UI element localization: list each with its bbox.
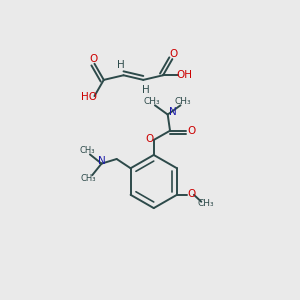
Text: O: O — [187, 126, 196, 136]
Text: O: O — [169, 49, 178, 59]
Text: CH₃: CH₃ — [197, 199, 214, 208]
Text: CH₃: CH₃ — [144, 97, 160, 106]
Text: CH₃: CH₃ — [175, 97, 192, 106]
Text: H: H — [117, 60, 125, 70]
Text: N: N — [169, 107, 177, 117]
Text: O: O — [146, 134, 154, 144]
Text: OH: OH — [177, 70, 193, 80]
Text: N: N — [98, 156, 106, 166]
Text: O: O — [89, 54, 98, 64]
Text: O: O — [188, 189, 196, 199]
Text: CH₃: CH₃ — [80, 146, 95, 155]
Text: HO: HO — [81, 92, 97, 102]
Text: CH₃: CH₃ — [80, 174, 96, 183]
Text: H: H — [142, 85, 150, 95]
